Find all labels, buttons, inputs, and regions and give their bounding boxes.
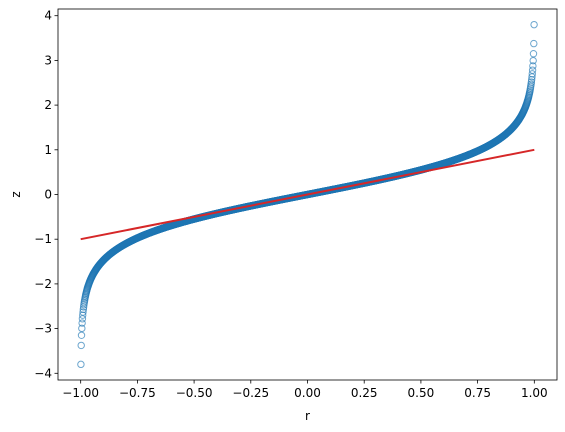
x-tick-label: −0.75 [119, 386, 156, 400]
scatter-point [530, 39, 538, 48]
scatter-point [77, 341, 85, 350]
scatter-point [78, 324, 86, 333]
y-axis-label: z [9, 191, 23, 197]
x-tick-label: 0.00 [294, 386, 321, 400]
reference-line [80, 148, 535, 241]
scatter-point [529, 56, 537, 65]
scatter-point [527, 78, 536, 86]
scatter-point [530, 20, 538, 29]
scatter-point [79, 308, 87, 316]
y-tick-label: 2 [44, 98, 52, 112]
y-tick-label: 4 [44, 9, 52, 23]
y-tick-label: 3 [44, 53, 52, 67]
x-tick-label: 1.00 [521, 386, 548, 400]
y-tick-label: −2 [34, 277, 52, 291]
scatter-point [529, 50, 538, 58]
scatter-point [528, 66, 537, 74]
x-tick-label: 0.75 [464, 386, 491, 400]
y-axis-ticks: −4 −3 −2 −1 0 1 2 3 4 [34, 9, 58, 380]
x-tick-label: −1.00 [62, 386, 99, 400]
y-tick-label: −3 [34, 322, 52, 336]
scatter-point [529, 62, 537, 70]
x-axis-label: r [305, 409, 310, 423]
y-tick-label: 0 [44, 188, 52, 202]
x-tick-label: 0.25 [351, 386, 378, 400]
y-tick-label: 1 [44, 143, 52, 157]
scatter-point [77, 331, 86, 339]
scatter-point [78, 319, 86, 327]
scatter-point [77, 360, 85, 369]
y-tick-label: −1 [34, 232, 52, 246]
x-tick-label: −0.25 [232, 386, 269, 400]
x-tick-label: −0.50 [176, 386, 213, 400]
plot-marks [77, 20, 538, 369]
x-axis-ticks: −1.00 −0.75 −0.50 −0.25 0.00 0.25 0.50 0.75 1.00 [62, 380, 548, 400]
scatter-point [79, 311, 87, 319]
scatter-point [527, 75, 536, 84]
scatter-point [528, 70, 536, 78]
x-tick-label: 0.50 [408, 386, 435, 400]
y-tick-label: −4 [34, 366, 52, 380]
